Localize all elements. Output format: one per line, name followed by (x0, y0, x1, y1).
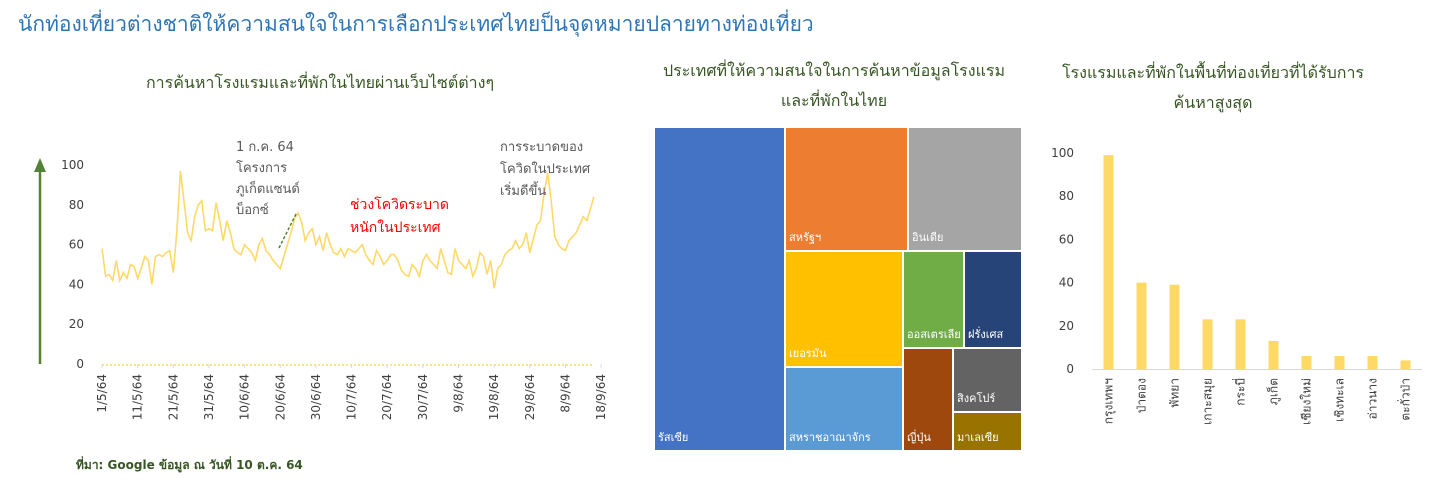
annotation-1-line-0: ช่วงโควิดระบาด (350, 196, 449, 213)
bar-category-label-8: อ่าวนาง (1366, 378, 1380, 419)
y-tick-label-2: 40 (69, 277, 84, 291)
treemap-tile: สิงคโปร์ (953, 348, 1022, 412)
treemap-tile-label: ฝรั่งเศส (968, 328, 1004, 341)
search-trend-line (101, 170, 595, 289)
x-tick-label-1: 11/5/64 (131, 374, 145, 420)
treemap-title-line-1: ประเทศที่ให้ความสนใจในการค้นหาข้อมูลโรงแ… (662, 61, 1006, 80)
bar-title-line-1: โรงแรมและที่พักในพื้นที่ท่องเที่ยวที่ได้… (1061, 63, 1365, 82)
x-tick-label-6: 30/6/64 (309, 374, 323, 420)
line-chart-title: การค้นหาโรงแรมและที่พักในไทยผ่านเว็บไซต์… (145, 73, 495, 92)
annotation-1-line-1: หนักในประเทศ (350, 219, 441, 236)
bar-3 (1202, 319, 1213, 369)
annotation-0-line-3: บ็อกซ์ (236, 200, 269, 218)
bar-1 (1136, 282, 1147, 369)
bar-8 (1367, 356, 1378, 369)
bar-y-tick-label-3: 60 (1059, 232, 1074, 246)
x-tick-label-3: 31/5/64 (202, 374, 216, 420)
treemap-tile: สหราชอาณาจักร (785, 367, 903, 451)
bar-category-label-9: ตะกั่วป่า (1397, 378, 1413, 421)
bar-title-line-2: ค้นหาสูงสุด (1173, 93, 1253, 112)
x-tick-label-8: 20/7/64 (380, 374, 394, 420)
bar-category-label-4: กระบี่ (1232, 378, 1248, 406)
treemap-tile-label: สิงคโปร์ (957, 392, 996, 405)
bar-7 (1334, 356, 1345, 369)
bar-y-tick-label-5: 100 (1051, 146, 1074, 160)
x-tick-label-9: 30/7/64 (416, 374, 430, 420)
treemap-tile-label: สหรัฐฯ (789, 231, 822, 244)
treemap-tile: ญี่ปุ่น (903, 348, 953, 451)
annotation-pointer (277, 213, 297, 251)
treemap-title: ประเทศที่ให้ความสนใจในการค้นหาข้อมูลโรงแ… (634, 56, 1034, 116)
x-tick-label-12: 29/8/64 (523, 374, 537, 420)
treemap-tile-label: สหราชอาณาจักร (789, 431, 871, 444)
bar-y-tick-label-2: 40 (1059, 276, 1074, 290)
bar-category-label-3: เกาะสมุย (1201, 378, 1216, 425)
treemap-tile-label: รัสเซีย (658, 431, 689, 444)
line-chart: 0 20 40 60 80 100 1/5/64 11/5/64 21/5/64 31/5/64 1… (34, 140, 608, 420)
y-tick-label-1: 20 (69, 317, 84, 331)
treemap-tile: ฝรั่งเศส (964, 251, 1022, 348)
bar-0 (1103, 155, 1114, 369)
bar-9 (1400, 360, 1411, 369)
bar-category-label-0: กรุงเทพฯ (1102, 378, 1117, 424)
annotation-2-line-2: เริ่มดีขึ้น (500, 181, 546, 199)
x-tick-label-10: 9/8/64 (452, 374, 466, 413)
annotation-0-line-0: 1 ก.ค. 64 (236, 140, 294, 155)
treemap-tile-label: เยอรมัน (789, 347, 827, 360)
x-tick-label-11: 19/8/64 (487, 374, 501, 420)
bar-y-tick-label-0: 0 (1066, 362, 1074, 376)
bar-y-tick-label-1: 20 (1059, 319, 1074, 333)
x-tick-label-14: 18/9/64 (594, 374, 608, 420)
bar-5 (1268, 340, 1279, 369)
y-tick-label-3: 60 (69, 238, 84, 252)
treemap-tile-label: ญี่ปุ่น (907, 431, 931, 444)
x-tick-label-4: 10/6/64 (238, 374, 252, 420)
y-tick-label-4: 80 (69, 198, 84, 212)
treemap-tile: มาเลเซีย (953, 412, 1022, 451)
treemap-tile: เยอรมัน (785, 251, 903, 367)
annotation-0-line-1: โครงการ (236, 160, 287, 176)
treemap-tile-label: อินเดีย (912, 231, 944, 244)
page-title: นักท่องเที่ยวต่างชาติให้ความสนใจในการเลื… (18, 12, 814, 36)
bar-category-label-5: ภูเก็ต (1266, 378, 1282, 405)
treemap-tile: สหรัฐฯ (785, 127, 908, 251)
bar-6 (1301, 356, 1312, 369)
x-tick-label-13: 8/9/64 (558, 374, 572, 413)
bar-chart-title: โรงแรมและที่พักในพื้นที่ท่องเที่ยวที่ได้… (1028, 58, 1398, 118)
x-tick-label-2: 21/5/64 (166, 374, 180, 420)
bar-y-tick-label-4: 80 (1059, 189, 1074, 203)
treemap-tile-label: มาเลเซีย (957, 431, 999, 444)
y-tick-label-0: 0 (76, 357, 84, 371)
bar-2 (1169, 284, 1180, 369)
x-tick-label-5: 20/6/64 (273, 374, 287, 420)
treemap-chart: รัสเซีย สหรัฐฯ อินเดียเยอรมัน ออสเตรเลีย ฝรั… (654, 127, 1022, 451)
bar-category-label-6: เชียงใหม่ (1300, 378, 1314, 425)
source-note: ที่มา: Google ข้อมูล ณ วันที่ 10 ต.ค. 64 (76, 458, 303, 472)
treemap-tile: อินเดีย (908, 127, 1022, 251)
bar-chart: 0 20 40 60 80 100 กรุงเทพฯ ป่าตอง พัทยา เกาะสมุย ก… (1051, 146, 1422, 425)
treemap-tile-label: ออสเตรเลีย (907, 328, 961, 341)
annotation-2-line-1: โควิดในประเทศ (500, 161, 591, 177)
treemap-tile: ออสเตรเลีย (903, 251, 964, 348)
x-tick-label-0: 1/5/64 (95, 374, 109, 413)
x-tick-label-7: 10/7/64 (345, 374, 359, 420)
treemap-tile: รัสเซีย (654, 127, 785, 451)
annotation-2-line-0: การระบาดของ (500, 140, 583, 155)
annotation-0-line-2: ภูเก็ตแซนด์ (236, 179, 300, 197)
treemap-title-line-2: และที่พักในไทย (780, 91, 888, 110)
bar-category-label-1: ป่าตอง (1135, 378, 1149, 413)
y-tick-label-5: 100 (61, 158, 84, 172)
y-axis-arrow-head (34, 158, 46, 172)
bar-4 (1235, 319, 1246, 369)
bar-category-label-2: พัทยา (1168, 378, 1182, 408)
bar-category-label-7: เชิงทะเล (1333, 378, 1347, 422)
